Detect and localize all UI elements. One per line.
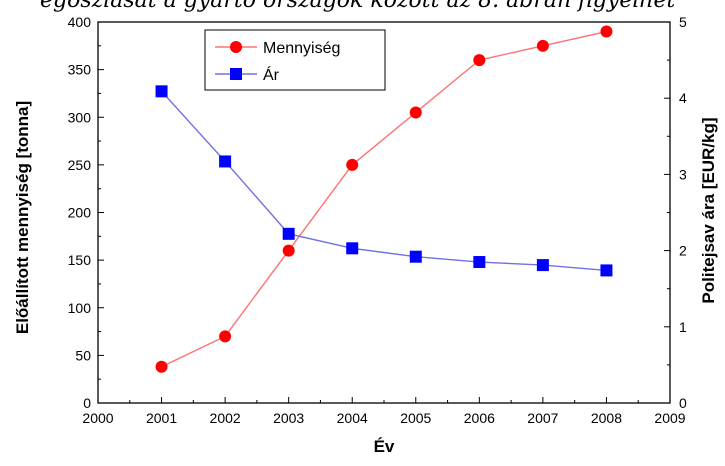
x-tick-label: 2003 [273, 410, 304, 426]
series-1-point [219, 330, 232, 343]
legend-label: Ár [263, 65, 280, 84]
series-2-point [409, 250, 422, 263]
series-2-point [346, 242, 359, 255]
series-2-point [282, 227, 295, 240]
series-1-point [155, 360, 168, 373]
series-2-point [536, 259, 549, 272]
y-left-axis-title: Előállított mennyiség [tonna] [13, 101, 32, 334]
x-tick-label: 2005 [400, 410, 431, 426]
x-tick-label: 2001 [146, 410, 177, 426]
axis-ticks: 2000 2001 2002 2003 2004 2005 2006 2007 2008 2009… [68, 14, 687, 426]
series-1-point [409, 106, 422, 119]
series-1-point [282, 244, 295, 257]
x-tick-label: 2009 [654, 410, 685, 426]
y-right-tick-label: 1 [679, 319, 687, 335]
series-layer [155, 25, 613, 373]
y-left-tick-label: 150 [68, 252, 92, 268]
x-tick-label: 2002 [210, 410, 241, 426]
series-1-point [346, 158, 359, 171]
y-left-tick-label: 300 [68, 109, 92, 125]
series-2-point [155, 85, 168, 98]
y-right-tick-label: 4 [679, 90, 687, 106]
y-left-tick-label: 100 [68, 300, 92, 316]
y-left-tick-label: 0 [83, 395, 91, 411]
y-left-tick-label: 50 [75, 347, 91, 363]
legend-label: Mennyiség [263, 40, 340, 57]
series-1-point [473, 54, 486, 67]
series-1-point [536, 39, 549, 52]
y-left-tick-label: 200 [68, 205, 92, 221]
series-2-point [473, 256, 486, 269]
x-tick-label: 2007 [527, 410, 558, 426]
x-tick-label: 2006 [464, 410, 495, 426]
y-left-tick-label: 400 [68, 14, 92, 30]
y-right-tick-label: 3 [679, 166, 687, 182]
x-axis-title: Év [374, 437, 395, 456]
y-right-tick-label: 5 [679, 14, 687, 30]
legend-marker-circle [230, 41, 242, 53]
series-2-point [219, 155, 232, 168]
series-1-point [600, 25, 613, 38]
axis-titles: Év Előállított mennyiség [tonna] Politej… [13, 101, 718, 456]
series-line-2 [161, 90, 607, 272]
cropped-caption-text: egoszlását a gyártó országok között az 8… [40, 0, 676, 13]
legend-box [204, 29, 386, 91]
x-tick-label: 2004 [337, 410, 368, 426]
x-tick-label: 2008 [591, 410, 622, 426]
series-line-1 [161, 30, 607, 368]
legend: Mennyiség Ár [204, 29, 386, 91]
series-2-point [600, 264, 613, 277]
legend-marker-square [230, 68, 242, 80]
x-tick-label: 2000 [82, 410, 113, 426]
y-left-tick-label: 350 [68, 62, 92, 78]
y-right-tick-label: 0 [679, 395, 687, 411]
y-right-tick-label: 2 [679, 243, 687, 259]
y-left-tick-label: 250 [68, 157, 92, 173]
y-right-axis-title: Politejsav ára [EUR/kg] [699, 117, 718, 303]
